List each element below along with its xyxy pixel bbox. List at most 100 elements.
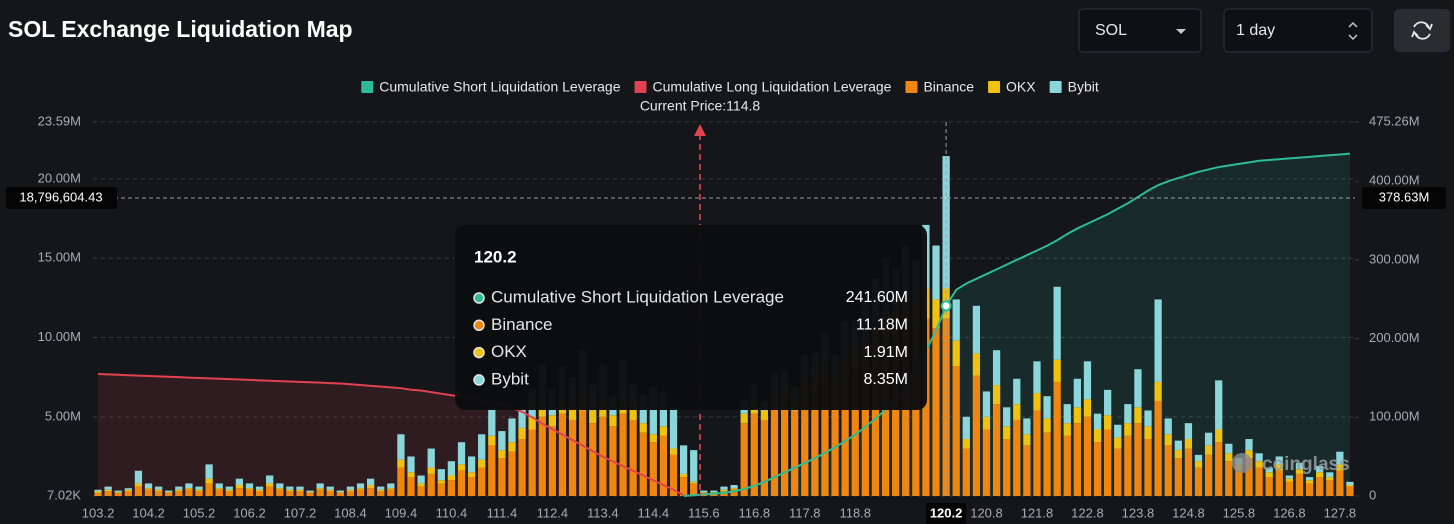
select-box[interactable] — [1223, 8, 1373, 53]
legend-label[interactable]: Cumulative Long Liquidation Leverage — [653, 79, 892, 95]
bar-segment — [1063, 423, 1071, 436]
button-bg[interactable] — [1394, 9, 1450, 52]
coin-select[interactable]: SOL — [1078, 8, 1202, 53]
bar-segment — [276, 489, 284, 496]
bar-segment — [215, 489, 223, 496]
bar-segment — [1225, 453, 1233, 462]
bar-segment — [367, 485, 375, 489]
x-tick-label: 127.8 — [1324, 505, 1357, 520]
legend-swatch[interactable] — [905, 81, 918, 93]
period-select[interactable]: 1 day — [1223, 8, 1373, 53]
legend-item[interactable]: Binance — [905, 79, 974, 95]
bar-segment — [154, 491, 163, 496]
select-value[interactable]: 1 day — [1236, 22, 1275, 39]
bar-segment — [760, 419, 769, 496]
bar-segment — [568, 419, 577, 496]
bar-segment — [1194, 467, 1203, 496]
bar-segment — [992, 385, 1001, 405]
bar-segment — [185, 488, 193, 490]
legend-item[interactable]: Cumulative Short Liquidation Leverage — [361, 79, 621, 95]
bar-segment — [1184, 439, 1193, 449]
bar-segment — [498, 431, 506, 451]
bar-segment — [720, 486, 728, 490]
x-tick-label: 126.8 — [1273, 505, 1306, 520]
select-box[interactable] — [1078, 8, 1202, 53]
bar-segment — [1184, 448, 1193, 496]
bar-segment — [1204, 445, 1213, 455]
bar-segment — [1144, 439, 1152, 496]
bar-segment — [962, 416, 970, 440]
bar-segment — [1124, 423, 1132, 436]
legend-label[interactable]: Binance — [923, 79, 974, 95]
y2-tick-label: 300.00M — [1369, 251, 1420, 266]
bar-segment — [690, 481, 698, 484]
bar-segment — [114, 490, 122, 493]
x-tick-label: 120.8 — [970, 505, 1003, 520]
bar-segment — [528, 416, 536, 430]
bar-segment — [1144, 410, 1152, 427]
select-arrows — [1348, 21, 1358, 41]
legend-item[interactable]: Bybit — [1049, 79, 1099, 95]
bar-segment — [730, 488, 738, 490]
bar-segment — [447, 461, 456, 476]
bar-segment — [225, 489, 233, 492]
refresh-button[interactable] — [1394, 9, 1450, 52]
legend-label[interactable]: Cumulative Short Liquidation Leverage — [379, 79, 620, 95]
bar-segment — [992, 350, 1001, 386]
bar-segment — [377, 486, 385, 490]
tooltip-name: Bybit — [491, 369, 529, 388]
bar-segment — [780, 400, 789, 496]
bar-segment — [649, 434, 657, 443]
bar-segment — [266, 483, 274, 487]
bar-segment — [1144, 426, 1152, 440]
x-tick-label: 113.4 — [587, 505, 619, 520]
bar-segment — [1053, 381, 1061, 496]
bar-segment — [114, 492, 122, 496]
bar-segment — [316, 488, 324, 490]
bar-segment — [690, 483, 698, 496]
bar-segment — [144, 489, 153, 496]
bar-segment — [1326, 480, 1334, 496]
bar-segment — [457, 464, 466, 471]
legend-label[interactable]: OKX — [1006, 79, 1036, 95]
bar-segment — [306, 490, 314, 493]
bar-segment — [407, 477, 415, 496]
y2-tick-label: 400.00M — [1369, 173, 1420, 188]
legend-swatch[interactable] — [988, 81, 1001, 93]
bar-segment — [649, 386, 657, 435]
bar-segment — [437, 483, 445, 496]
legend-swatch[interactable] — [1049, 81, 1062, 93]
current-price-label: Current Price:114.8 — [640, 98, 761, 114]
legend-item[interactable]: Cumulative Long Liquidation Leverage — [634, 79, 892, 95]
bar-segment — [387, 488, 395, 490]
bar-segment — [791, 410, 799, 496]
bar-segment — [1326, 477, 1334, 481]
bar-segment — [175, 491, 183, 496]
tooltip-value: 8.35M — [864, 371, 908, 388]
bar-segment — [548, 415, 557, 427]
current-price-arrow — [694, 124, 706, 136]
x-tick-label: 111.4 — [487, 505, 518, 520]
select-value[interactable]: SOL — [1095, 22, 1127, 39]
bar-segment — [1124, 404, 1132, 424]
bar-segment — [417, 483, 425, 487]
bar-segment — [185, 489, 193, 496]
bar-segment — [972, 353, 981, 376]
bar-segment — [1104, 389, 1112, 416]
bar-segment — [881, 343, 890, 496]
refresh-icon — [1411, 23, 1433, 38]
legend-swatch[interactable] — [361, 81, 374, 93]
legend-label[interactable]: Bybit — [1068, 79, 1099, 95]
legend-swatch[interactable] — [634, 81, 647, 93]
x-tick-label: 104.2 — [132, 505, 165, 520]
bar-segment — [679, 477, 688, 496]
bar-segment — [639, 423, 647, 433]
bar-segment — [1073, 378, 1081, 408]
bar-segment — [104, 491, 112, 496]
bar-segment — [720, 489, 728, 492]
legend-item[interactable]: OKX — [988, 79, 1036, 95]
bar-segment — [1336, 464, 1344, 471]
bar-segment — [1316, 477, 1324, 496]
bar-segment — [205, 464, 213, 479]
